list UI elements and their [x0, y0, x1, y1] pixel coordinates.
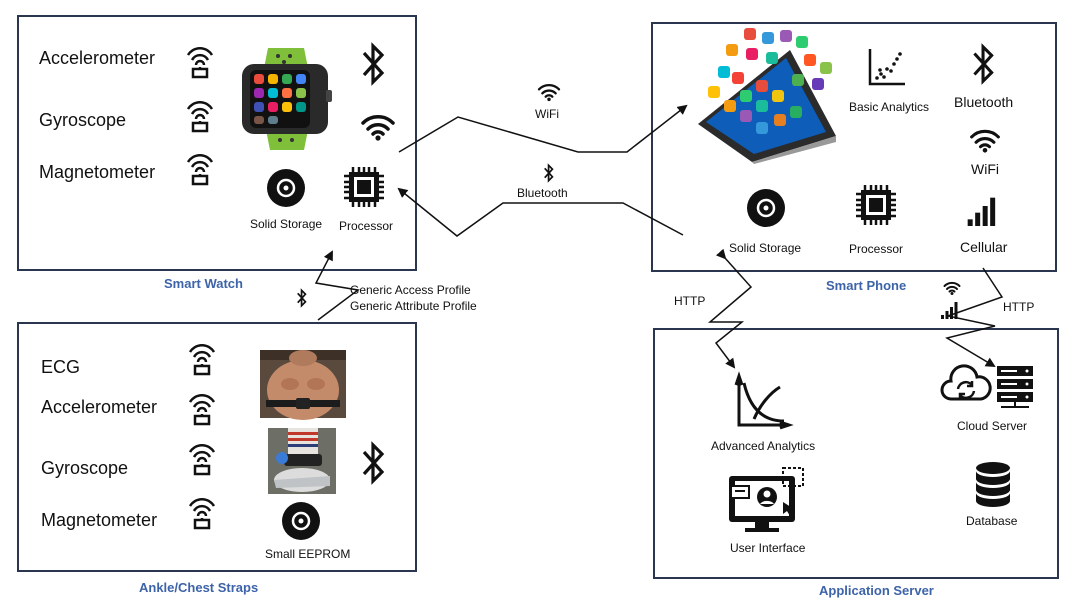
wifi-link-label: WiFi	[535, 107, 559, 121]
bluetooth-icon	[362, 42, 385, 86]
wifi-icon	[361, 115, 395, 141]
watch-solid-storage-label: Solid Storage	[250, 217, 323, 231]
bluetooth-icon	[973, 43, 994, 85]
disc-icon	[267, 169, 305, 207]
phone-processor-label: Processor	[849, 242, 904, 256]
user-interface-monitor-icon	[729, 467, 804, 532]
watch-processor-label: Processor	[339, 219, 394, 233]
wireless-sensor-icon	[188, 497, 216, 530]
database-label: Database	[966, 514, 1018, 528]
phone-basic-analytics-label: Basic Analytics	[849, 100, 930, 114]
database-icon	[976, 462, 1010, 507]
scatter-chart-icon	[868, 49, 905, 86]
app-server-caption: Application Server	[819, 583, 934, 598]
chip-icon	[344, 167, 384, 207]
smart-phone-caption: Smart Phone	[826, 278, 907, 293]
http-right-label: HTTP	[1003, 300, 1035, 314]
wireless-sensor-icon	[188, 393, 216, 426]
wireless-sensor-icon	[188, 343, 216, 376]
strap-sensor-gyroscope: Gyroscope	[41, 458, 129, 478]
ankle-strap-photo	[268, 428, 336, 494]
bluetooth-link-label: Bluetooth	[517, 186, 568, 200]
wifi-icon	[943, 281, 961, 295]
straps-caption: Ankle/Chest Straps	[139, 580, 259, 595]
http-left-link-line	[707, 248, 753, 369]
disc-icon	[747, 189, 785, 227]
smart-watch-caption: Smart Watch	[164, 276, 243, 291]
cloud-sync-icon	[940, 364, 992, 401]
wireless-sensor-icon	[188, 443, 216, 476]
user-interface-label: User Interface	[730, 541, 806, 555]
watch-sensor-magnetometer: Magnetometer	[39, 162, 156, 182]
cellular-signal-icon	[967, 197, 996, 226]
bluetooth-icon	[544, 163, 554, 183]
smart-watch-box	[17, 15, 417, 271]
bluetooth-link-line	[397, 187, 684, 237]
wireless-sensor-icon	[186, 153, 214, 186]
chip-icon	[856, 185, 896, 225]
disc-icon	[282, 502, 320, 540]
strap-sensor-magnetometer: Magnetometer	[41, 510, 158, 530]
server-rack-icon	[997, 366, 1033, 408]
gap-profile-label: Generic Access Profile	[350, 283, 471, 297]
advanced-analytics-label: Advanced Analytics	[711, 439, 816, 453]
bluetooth-icon	[362, 441, 385, 485]
wifi-link-line	[398, 104, 688, 153]
strap-watch-link-line	[314, 250, 360, 321]
phone-wifi-label: WiFi	[971, 161, 999, 177]
strap-sensor-ecg: ECG	[41, 357, 81, 377]
wireless-sensor-icon	[186, 100, 214, 133]
watch-sensor-gyroscope: Gyroscope	[39, 110, 127, 130]
wifi-icon	[537, 83, 561, 102]
chest-strap-photo	[260, 350, 346, 420]
app-server-box	[653, 328, 1059, 579]
phone-bluetooth-label: Bluetooth	[954, 94, 1014, 110]
straps-box	[17, 322, 417, 572]
http-right-link-line	[945, 267, 1004, 368]
wireless-sensor-icon	[186, 46, 214, 79]
bluetooth-icon	[297, 288, 307, 308]
watch-sensor-accelerometer: Accelerometer	[39, 48, 156, 68]
smartphone-image	[698, 28, 836, 164]
gatt-profile-label: Generic Attribute Profile	[350, 299, 477, 313]
http-left-label: HTTP	[674, 294, 706, 308]
analytics-curve-icon	[734, 371, 794, 430]
strap-eeprom-label: Small EEPROM	[265, 547, 351, 561]
wifi-icon	[970, 129, 1000, 153]
strap-sensor-accelerometer: Accelerometer	[41, 397, 158, 417]
cellular-signal-icon	[941, 302, 958, 319]
phone-cellular-label: Cellular	[960, 239, 1008, 255]
phone-solid-storage-label: Solid Storage	[729, 241, 802, 255]
smartwatch-image	[242, 48, 332, 150]
cloud-server-label: Cloud Server	[957, 419, 1028, 433]
